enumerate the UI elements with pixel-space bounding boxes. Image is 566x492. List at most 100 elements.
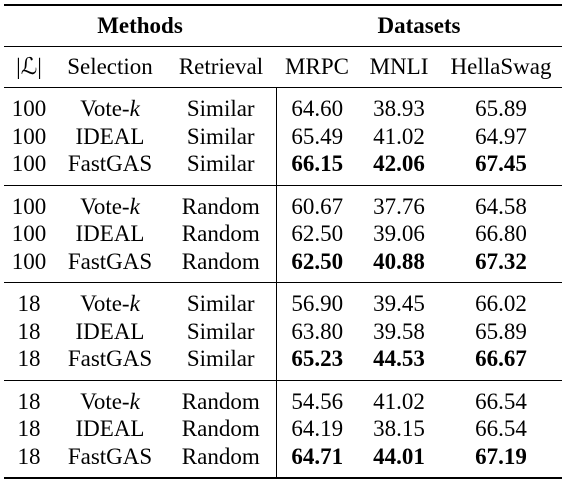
- selection-label: FastGAS: [67, 443, 153, 469]
- cell-hellaswag: 67.45: [475, 151, 527, 176]
- cell-retrieval: Similar: [186, 123, 255, 149]
- cell-mrpc: 62.50: [275, 220, 358, 248]
- col-header-mrpc: MRPC: [285, 54, 349, 80]
- cell-mnli: 44.01: [373, 443, 425, 469]
- col-header-selection: Selection: [67, 54, 153, 80]
- selection-label: FastGAS: [67, 346, 153, 371]
- selection-label: FastGAS: [67, 151, 153, 176]
- selection-label: Vote-: [80, 388, 130, 414]
- cell-l: 100: [11, 96, 47, 121]
- cell-mnli: 38.93: [373, 96, 425, 121]
- cell-retrieval: Random: [181, 221, 260, 246]
- col-header-mnli: MNLI: [369, 54, 429, 80]
- cell-mrpc: 56.90: [275, 282, 358, 318]
- cell-selection: Vote-k: [54, 185, 166, 220]
- selection-variable: k: [129, 193, 140, 219]
- cell-selection: IDEAL: [54, 415, 166, 443]
- table-body: 100 Vote-k Similar 64.60 38.93 65.89 100 IDEAL S…: [4, 87, 562, 479]
- selection-label: IDEAL: [75, 416, 145, 441]
- cell-hellaswag: 66.67: [475, 346, 527, 371]
- cell-mrpc: 65.49: [275, 122, 358, 150]
- selection-variable: k: [129, 388, 140, 414]
- cell-mnli: 41.02: [373, 388, 425, 414]
- cell-l: 18: [17, 416, 41, 441]
- cell-mrpc: 64.60: [275, 87, 358, 123]
- col-header-l: |ℒ|: [16, 54, 42, 80]
- cell-selection: FastGAS: [54, 150, 166, 185]
- cell-selection: FastGAS: [54, 248, 166, 283]
- header-row: Methods Datasets: [4, 5, 562, 47]
- cell-mrpc: 60.67: [275, 185, 358, 220]
- cell-selection: FastGAS: [54, 345, 166, 380]
- cell-selection: Vote-k: [54, 283, 166, 318]
- cell-mnli: 44.53: [373, 346, 425, 371]
- selection-variable: k: [129, 96, 140, 121]
- cell-mnli: 39.58: [373, 318, 425, 344]
- cell-l: 18: [17, 346, 41, 371]
- cell-hellaswag: 66.02: [475, 291, 527, 316]
- cell-l: 18: [17, 318, 41, 344]
- cell-mnli: 39.06: [373, 221, 425, 246]
- cell-retrieval: Random: [181, 416, 260, 441]
- cell-hellaswag: 67.32: [475, 248, 527, 274]
- cell-hellaswag: 65.89: [475, 318, 527, 344]
- column-header-row: |ℒ| Selection Retrieval MRPC MNLI HellaS…: [4, 47, 562, 88]
- cell-l: 100: [11, 221, 47, 246]
- cell-retrieval: Similar: [186, 318, 255, 344]
- table-row: 100 FastGAS Random 62.50 40.88 67.32: [4, 247, 562, 283]
- cell-retrieval: Similar: [186, 96, 255, 121]
- cell-hellaswag: 64.97: [475, 123, 527, 149]
- cell-hellaswag: 65.89: [475, 96, 527, 121]
- table-row: 100 IDEAL Similar 65.49 41.02 64.97: [4, 122, 562, 151]
- cell-hellaswag: 64.58: [475, 193, 527, 219]
- cell-hellaswag: 66.54: [475, 416, 527, 441]
- cell-l: 100: [11, 248, 47, 274]
- col-header-retrieval: Retrieval: [178, 54, 264, 80]
- selection-label: IDEAL: [75, 318, 145, 344]
- cell-retrieval: Random: [181, 388, 260, 414]
- cell-selection: IDEAL: [54, 123, 166, 151]
- cell-mrpc: 54.56: [275, 380, 358, 415]
- cell-mnli: 37.76: [373, 193, 425, 219]
- col-header-hellaswag: HellaSwag: [450, 54, 552, 80]
- cell-selection: Vote-k: [54, 380, 166, 415]
- table-row: 18 Vote-k Similar 56.90 39.45 66.02: [4, 282, 562, 318]
- cell-mrpc: 64.19: [275, 415, 358, 443]
- cell-mrpc: 64.71: [275, 442, 358, 478]
- cell-mnli: 41.02: [373, 123, 425, 149]
- cell-l: 18: [17, 443, 41, 469]
- cell-hellaswag: 67.19: [475, 443, 527, 469]
- table-row: 100 Vote-k Random 60.67 37.76 64.58: [4, 185, 562, 220]
- cell-mrpc: 66.15: [275, 150, 358, 185]
- cell-selection: FastGAS: [54, 443, 166, 479]
- cell-l: 100: [11, 193, 47, 219]
- cell-mrpc: 65.23: [275, 345, 358, 380]
- table-row: 18 IDEAL Similar 63.80 39.58 65.89: [4, 317, 562, 346]
- selection-variable: k: [129, 291, 140, 316]
- cell-mnli: 38.15: [373, 416, 425, 441]
- cell-retrieval: Similar: [186, 151, 255, 176]
- cell-selection: IDEAL: [54, 318, 166, 346]
- table-row: 18 IDEAL Random 64.19 38.15 66.54: [4, 415, 562, 443]
- cell-retrieval: Similar: [186, 346, 255, 371]
- cell-selection: IDEAL: [54, 220, 166, 248]
- cell-mnli: 42.06: [373, 151, 425, 176]
- cell-mrpc: 62.50: [275, 247, 358, 283]
- cell-mnli: 40.88: [373, 248, 425, 274]
- selection-label: Vote-: [80, 96, 130, 121]
- cell-hellaswag: 66.80: [475, 221, 527, 246]
- cell-retrieval: Similar: [186, 291, 255, 316]
- results-table: Methods Datasets |ℒ| Selection Retrieval…: [4, 4, 562, 479]
- table-row: 18 FastGAS Random 64.71 44.01 67.19: [4, 442, 562, 479]
- selection-label: FastGAS: [67, 248, 153, 274]
- table-row: 100 FastGAS Similar 66.15 42.06 67.45: [4, 150, 562, 185]
- cell-l: 18: [17, 291, 41, 316]
- selection-label: Vote-: [80, 291, 130, 316]
- selection-label: IDEAL: [75, 221, 145, 246]
- cell-mnli: 39.45: [373, 291, 425, 316]
- cell-selection: Vote-k: [54, 88, 166, 123]
- cell-l: 100: [11, 123, 47, 149]
- table-row: 18 Vote-k Random 54.56 41.02 66.54: [4, 380, 562, 415]
- table-row: 18 FastGAS Similar 65.23 44.53 66.67: [4, 345, 562, 380]
